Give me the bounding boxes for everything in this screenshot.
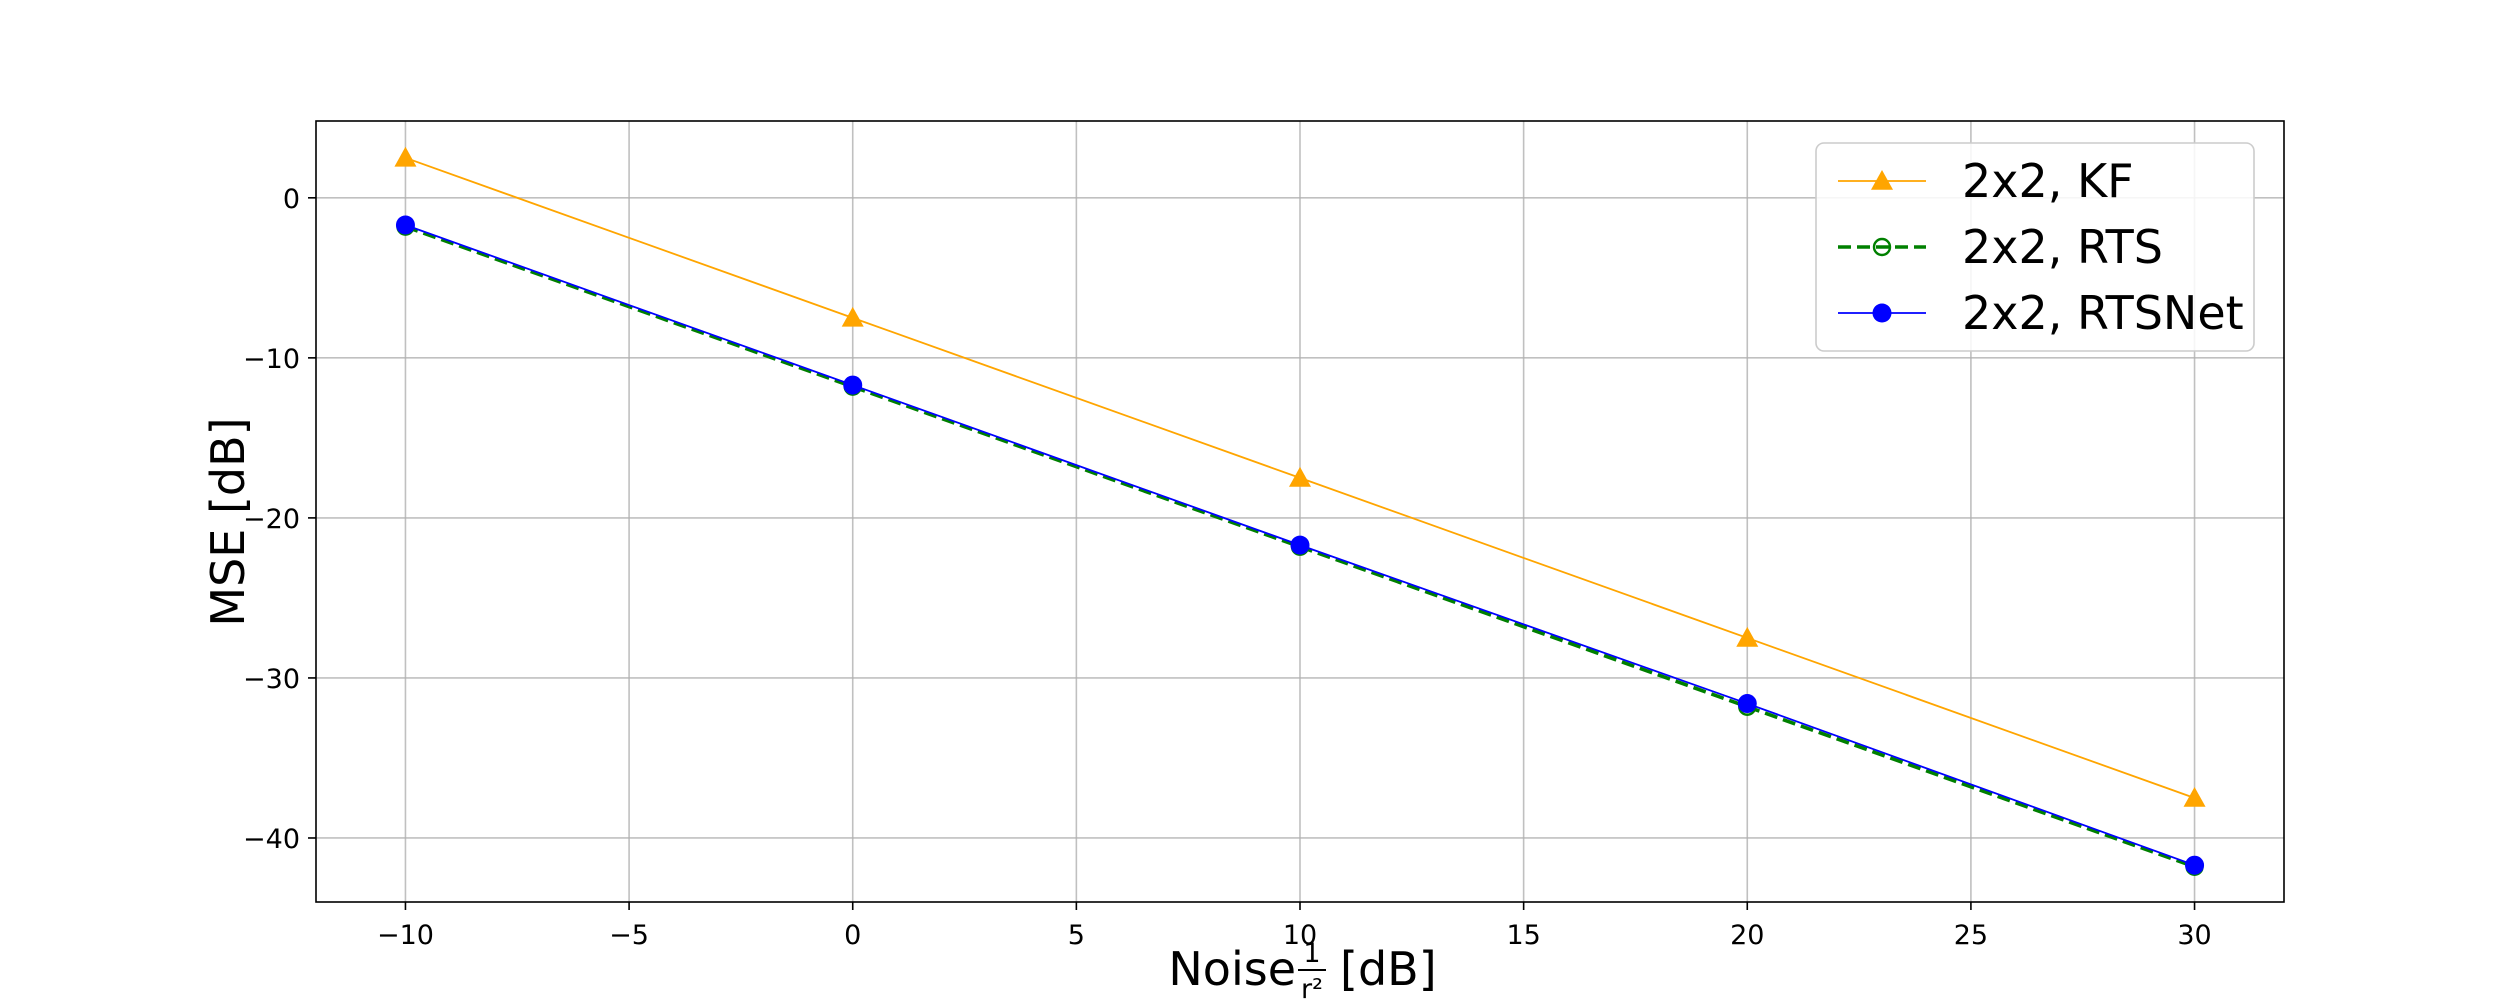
data-point [2185, 855, 2205, 875]
x-tick-label: 10 [1283, 920, 1317, 951]
x-tick-label: 25 [1954, 920, 1988, 951]
data-point [843, 375, 863, 395]
x-tick-label: 0 [844, 920, 861, 951]
legend-box [1815, 142, 2255, 352]
y-tick-label: −20 [243, 504, 300, 535]
data-point [394, 146, 417, 167]
data-point [1737, 694, 1757, 714]
y-tick-label: −40 [243, 824, 300, 855]
legend-label: 2x2, KF [1962, 154, 2134, 208]
y-tick-label: −10 [243, 344, 300, 375]
legend: 2x2, KF 2x2, RTS 2x2, RTSNet [1815, 142, 2255, 352]
x-tick-label: 15 [1506, 920, 1540, 951]
x-tick-label: 30 [2177, 920, 2211, 951]
legend-entry: 2x2, RTSNet [1838, 286, 2244, 340]
x-axis-label-unit: [dB] [1340, 942, 1437, 996]
x-tick-label: 5 [1068, 920, 1085, 951]
x-axis-label-denominator: r² [1301, 974, 1323, 1000]
legend-marker [1871, 170, 1893, 190]
x-tick-label: 20 [1730, 920, 1764, 951]
x-axis-label-numerator: 1 [1303, 938, 1320, 969]
legend-marker [1872, 237, 1892, 257]
data-point [1736, 626, 1759, 647]
data-point [2183, 786, 2206, 807]
x-tick-label: −5 [609, 920, 649, 951]
legend-label: 2x2, RTS [1962, 220, 2163, 274]
x-axis-ticks: −10 −5 0 5 10 15 20 25 30 [377, 902, 2212, 951]
data-point [395, 215, 415, 235]
legend-entry: 2x2, RTS [1838, 220, 2163, 274]
series-1 [394, 146, 2206, 807]
y-axis-label: MSE [dB] [201, 417, 255, 626]
legend-label: 2x2, RTSNet [1962, 286, 2244, 340]
data-point [1289, 466, 1311, 487]
y-tick-label: 0 [283, 184, 300, 215]
x-axis-label: Noise 1 r² [dB] [1168, 938, 1436, 1000]
x-axis-label-text: Noise [1168, 942, 1296, 996]
series-layer [394, 146, 2206, 876]
y-axis-ticks: 0 −10 −20 −30 −40 [243, 184, 316, 855]
data-point [1290, 535, 1310, 555]
series-3 [395, 215, 2205, 875]
data-point [841, 306, 864, 327]
legend-entry: 2x2, KF [1838, 154, 2134, 208]
x-tick-label: −10 [377, 920, 434, 951]
legend-marker [1872, 303, 1892, 323]
y-tick-label: −30 [243, 664, 300, 695]
